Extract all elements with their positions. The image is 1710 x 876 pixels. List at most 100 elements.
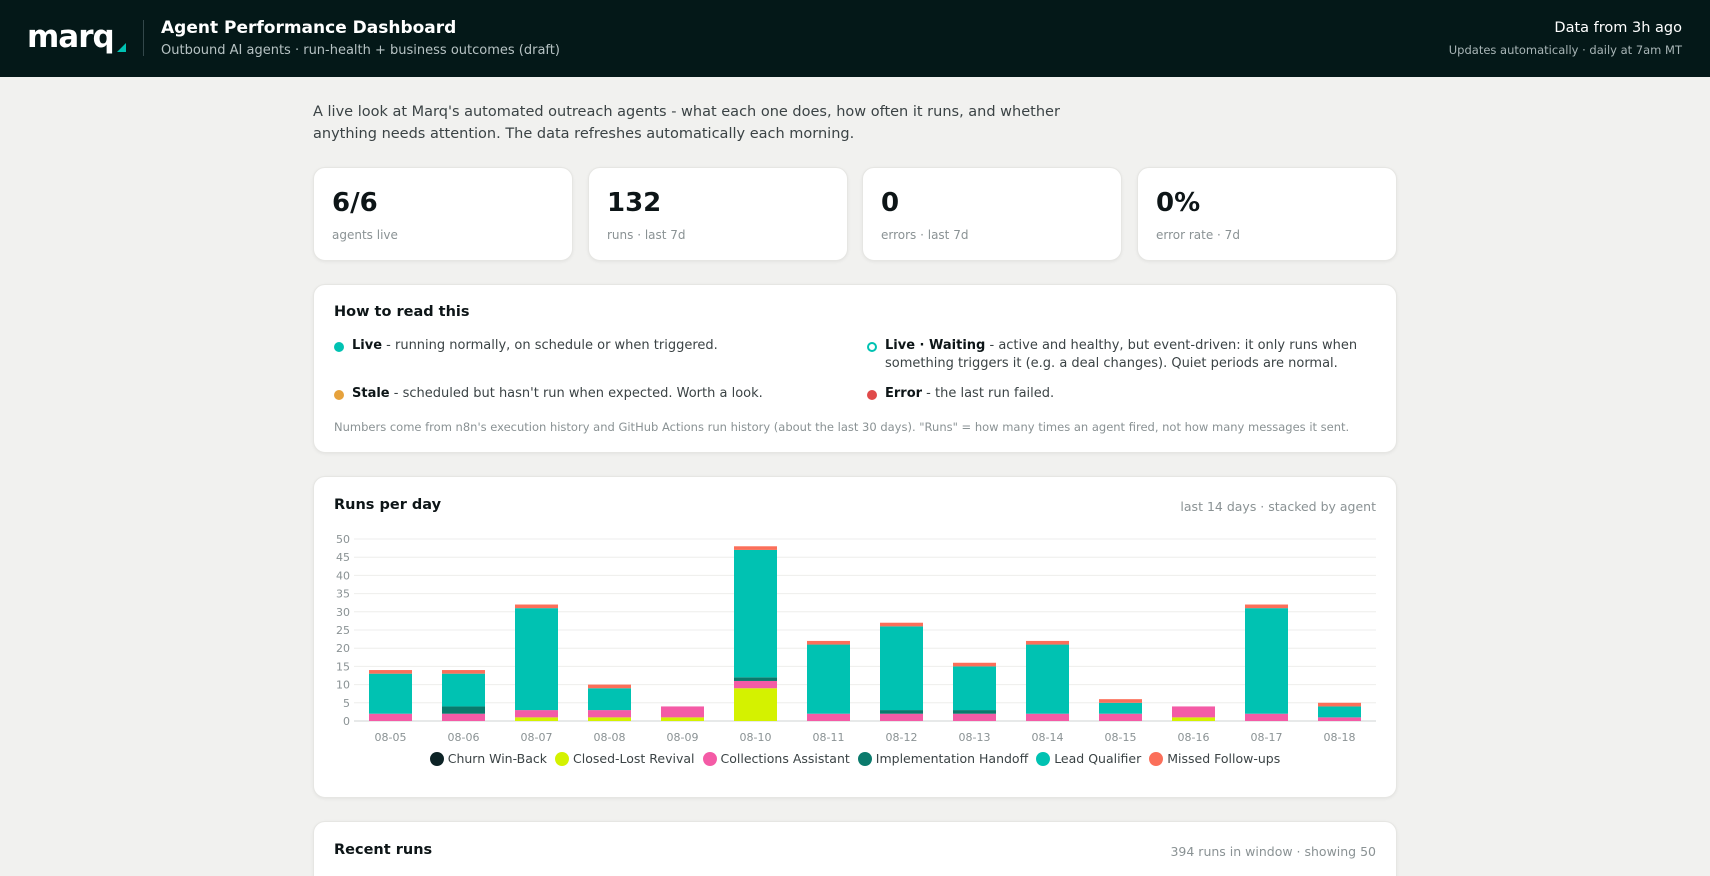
bar-segment[interactable] bbox=[807, 640, 850, 645]
how-to-read-card: How to read this Live - running normally… bbox=[313, 284, 1397, 453]
bar-segment[interactable] bbox=[734, 688, 777, 721]
bar-segment[interactable] bbox=[515, 710, 558, 718]
legend-label: Closed-Lost Revival bbox=[573, 751, 695, 766]
update-schedule: Updates automatically · daily at 7am MT bbox=[1448, 43, 1682, 57]
legend-stale: Stale - scheduled but hasn't run when ex… bbox=[352, 385, 832, 403]
bar-segment[interactable] bbox=[880, 622, 923, 627]
y-tick-label: 45 bbox=[336, 551, 350, 564]
bar-segment[interactable] bbox=[734, 677, 777, 681]
bar-segment[interactable] bbox=[515, 717, 558, 721]
legend-live-desc: - running normally, on schedule or when … bbox=[382, 338, 718, 353]
runs-per-day-card: Runs per day last 14 days · stacked by a… bbox=[313, 476, 1397, 798]
recent-runs-meta: 394 runs in window · showing 50 bbox=[1170, 844, 1376, 859]
x-tick-label: 08-07 bbox=[521, 731, 553, 744]
bar-segment[interactable] bbox=[1245, 608, 1288, 714]
y-tick-label: 15 bbox=[336, 660, 350, 673]
bar-segment[interactable] bbox=[953, 710, 996, 714]
bar-segment[interactable] bbox=[661, 717, 704, 721]
legend-waiting-name: Live · Waiting bbox=[885, 338, 986, 353]
bar-segment[interactable] bbox=[880, 713, 923, 721]
kpi-label: runs · last 7d bbox=[607, 228, 686, 242]
y-tick-label: 10 bbox=[336, 679, 350, 692]
bar-segment[interactable] bbox=[369, 670, 412, 674]
y-tick-label: 50 bbox=[336, 533, 350, 546]
bar-segment[interactable] bbox=[442, 673, 485, 707]
legend-error-name: Error bbox=[885, 386, 923, 401]
bar-segment[interactable] bbox=[1099, 713, 1142, 721]
legend-label: Collections Assistant bbox=[720, 751, 850, 766]
bar-segment[interactable] bbox=[734, 680, 777, 689]
y-tick-label: 20 bbox=[336, 642, 350, 655]
bar-segment[interactable] bbox=[1318, 702, 1361, 707]
bar-segment[interactable] bbox=[1318, 706, 1361, 718]
chart-legend-item[interactable]: Collections Assistant bbox=[702, 751, 850, 766]
chart-legend-item[interactable]: Implementation Handoff bbox=[857, 751, 1028, 766]
legend-waiting: Live · Waiting - active and healthy, but… bbox=[885, 337, 1365, 373]
bar-segment[interactable] bbox=[953, 666, 996, 711]
legend-stale-desc: - scheduled but hasn't run when expected… bbox=[389, 386, 763, 401]
bar-segment[interactable] bbox=[1026, 644, 1069, 714]
bar-segment[interactable] bbox=[807, 713, 850, 721]
bar-segment[interactable] bbox=[1026, 640, 1069, 645]
bar-segment[interactable] bbox=[588, 710, 631, 718]
x-tick-label: 08-18 bbox=[1324, 731, 1356, 744]
bar-segment[interactable] bbox=[1245, 713, 1288, 721]
bar-segment[interactable] bbox=[1172, 706, 1215, 718]
bar-segment[interactable] bbox=[953, 662, 996, 667]
chart-legend-item[interactable]: Lead Qualifier bbox=[1036, 751, 1141, 766]
bar-segment[interactable] bbox=[1245, 604, 1288, 609]
error-status-dot-icon bbox=[867, 390, 877, 400]
kpi-card-errors: 0 errors · last 7d bbox=[862, 167, 1122, 261]
x-tick-label: 08-17 bbox=[1251, 731, 1283, 744]
chart-legend-item[interactable]: Missed Follow-ups bbox=[1149, 751, 1280, 766]
bar-segment[interactable] bbox=[734, 549, 777, 678]
bar-segment[interactable] bbox=[661, 706, 704, 718]
chart-legend-item[interactable]: Closed-Lost Revival bbox=[555, 751, 695, 766]
runs-per-day-chart: 0 5 10 15 20 25 30 35 40 45 50 08-05 08-06 08-07 08-08… bbox=[336, 533, 1376, 744]
bar-segment[interactable] bbox=[442, 670, 485, 674]
y-tick-label: 5 bbox=[343, 697, 350, 710]
kpi-value: 0% bbox=[1156, 188, 1201, 218]
bar-segment[interactable] bbox=[442, 713, 485, 721]
x-tick-label: 08-09 bbox=[667, 731, 699, 744]
legend-label: Missed Follow-ups bbox=[1167, 751, 1281, 766]
legend-live-name: Live bbox=[352, 338, 383, 353]
kpi-value: 132 bbox=[607, 188, 662, 218]
kpi-label: agents live bbox=[332, 228, 398, 242]
x-tick-label: 08-13 bbox=[959, 731, 991, 744]
bar-segment[interactable] bbox=[807, 644, 850, 714]
logo-accent-icon bbox=[117, 43, 126, 52]
waiting-status-dot-icon bbox=[867, 342, 877, 352]
bar-segment[interactable] bbox=[369, 713, 412, 721]
bar-segment[interactable] bbox=[1026, 713, 1069, 721]
bar-segment[interactable] bbox=[880, 626, 923, 711]
legend-live: Live - running normally, on schedule or … bbox=[352, 337, 832, 355]
bar-segment[interactable] bbox=[515, 608, 558, 711]
chart-legend-item[interactable]: Churn Win-Back bbox=[429, 751, 547, 766]
bar-segment[interactable] bbox=[734, 546, 777, 550]
bar-segment[interactable] bbox=[880, 710, 923, 714]
bar-segment[interactable] bbox=[515, 604, 558, 609]
recent-runs-title: Recent runs bbox=[334, 842, 433, 858]
bar-segment[interactable] bbox=[1099, 702, 1142, 714]
x-tick-label: 08-05 bbox=[375, 731, 407, 744]
bar-segment[interactable] bbox=[369, 673, 412, 714]
bar-segment[interactable] bbox=[1099, 699, 1142, 703]
kpi-label: error rate · 7d bbox=[1156, 228, 1240, 242]
bar-segment[interactable] bbox=[953, 713, 996, 721]
marq-logo: marq bbox=[27, 19, 115, 55]
x-tick-label: 08-15 bbox=[1105, 731, 1137, 744]
bar-segment[interactable] bbox=[1172, 717, 1215, 721]
legend-swatch-icon bbox=[555, 752, 570, 766]
bar-segment[interactable] bbox=[588, 684, 631, 689]
bar-segment[interactable] bbox=[442, 706, 485, 714]
legend-error-desc: - the last run failed. bbox=[922, 386, 1055, 401]
legend-swatch-icon bbox=[1149, 752, 1164, 766]
bar-segment[interactable] bbox=[588, 717, 631, 721]
x-tick-label: 08-11 bbox=[813, 731, 845, 744]
bar-segment[interactable] bbox=[588, 688, 631, 711]
bar-segment[interactable] bbox=[1318, 717, 1361, 721]
legend-swatch-icon bbox=[857, 752, 872, 766]
kpi-label: errors · last 7d bbox=[881, 228, 969, 242]
recent-runs-card: Recent runs 394 runs in window · showing… bbox=[313, 821, 1397, 876]
